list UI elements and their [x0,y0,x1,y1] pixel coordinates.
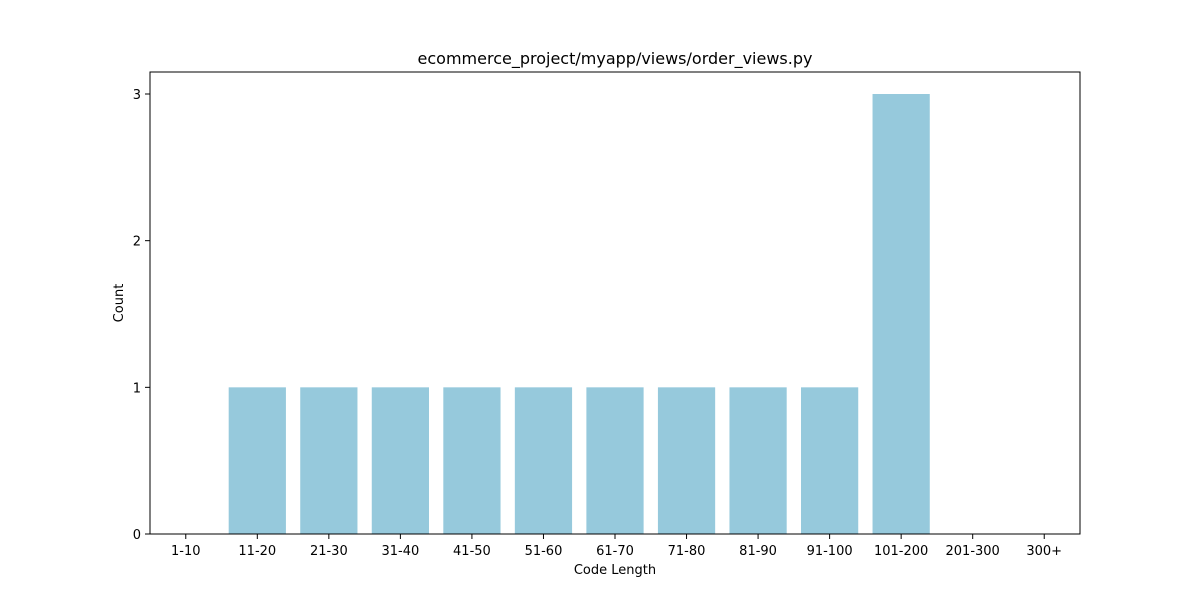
plot-frame [149,71,1081,535]
bar-91-100 [801,387,859,534]
x-tick-label-31-40: 31-40 [381,544,419,559]
bar-31-40 [371,387,429,534]
bar-series [228,94,930,534]
bar-61-70 [586,387,644,534]
bar-71-80 [657,387,716,534]
bar-101-200 [872,94,930,534]
x-tick-label-11-20: 11-20 [238,544,276,559]
x-tick-label-71-80: 71-80 [668,544,706,559]
x-tick-label-81-90: 81-90 [739,544,777,559]
x-tick-label-201-300: 201-300 [946,544,1000,559]
x-tick-label-21-30: 21-30 [310,544,348,559]
y-axis-label: Count [112,284,127,323]
x-tick-label-41-50: 41-50 [453,544,491,559]
y-tick-label-2: 2 [133,235,141,250]
bar-41-50 [443,387,501,534]
y-tick-label-1: 1 [133,381,141,396]
x-axis-label: Code Length [574,563,656,578]
x-tick-label-300plus: 300+ [1026,544,1062,559]
y-tick-label-0: 0 [133,528,141,543]
bar-11-20 [228,387,286,534]
x-tick-label-101-200: 101-200 [874,544,928,559]
bar-51-60 [514,387,573,534]
x-tick-label-51-60: 51-60 [525,544,563,559]
y-tick-label-3: 3 [133,88,141,103]
x-tick-label-1-10: 1-10 [171,544,201,559]
bar-81-90 [729,387,787,534]
x-axis-ticks: 1-10 11-20 21-30 31-40 41-50 51-60 61-70 71-80 8… [171,534,1062,559]
y-axis-ticks: 0 1 2 3 [133,88,150,543]
x-tick-label-61-70: 61-70 [596,544,634,559]
chart-title: ecommerce_project/myapp/views/order_view… [418,49,813,69]
x-tick-label-91-100: 91-100 [807,544,853,559]
bar-21-30 [300,387,358,534]
